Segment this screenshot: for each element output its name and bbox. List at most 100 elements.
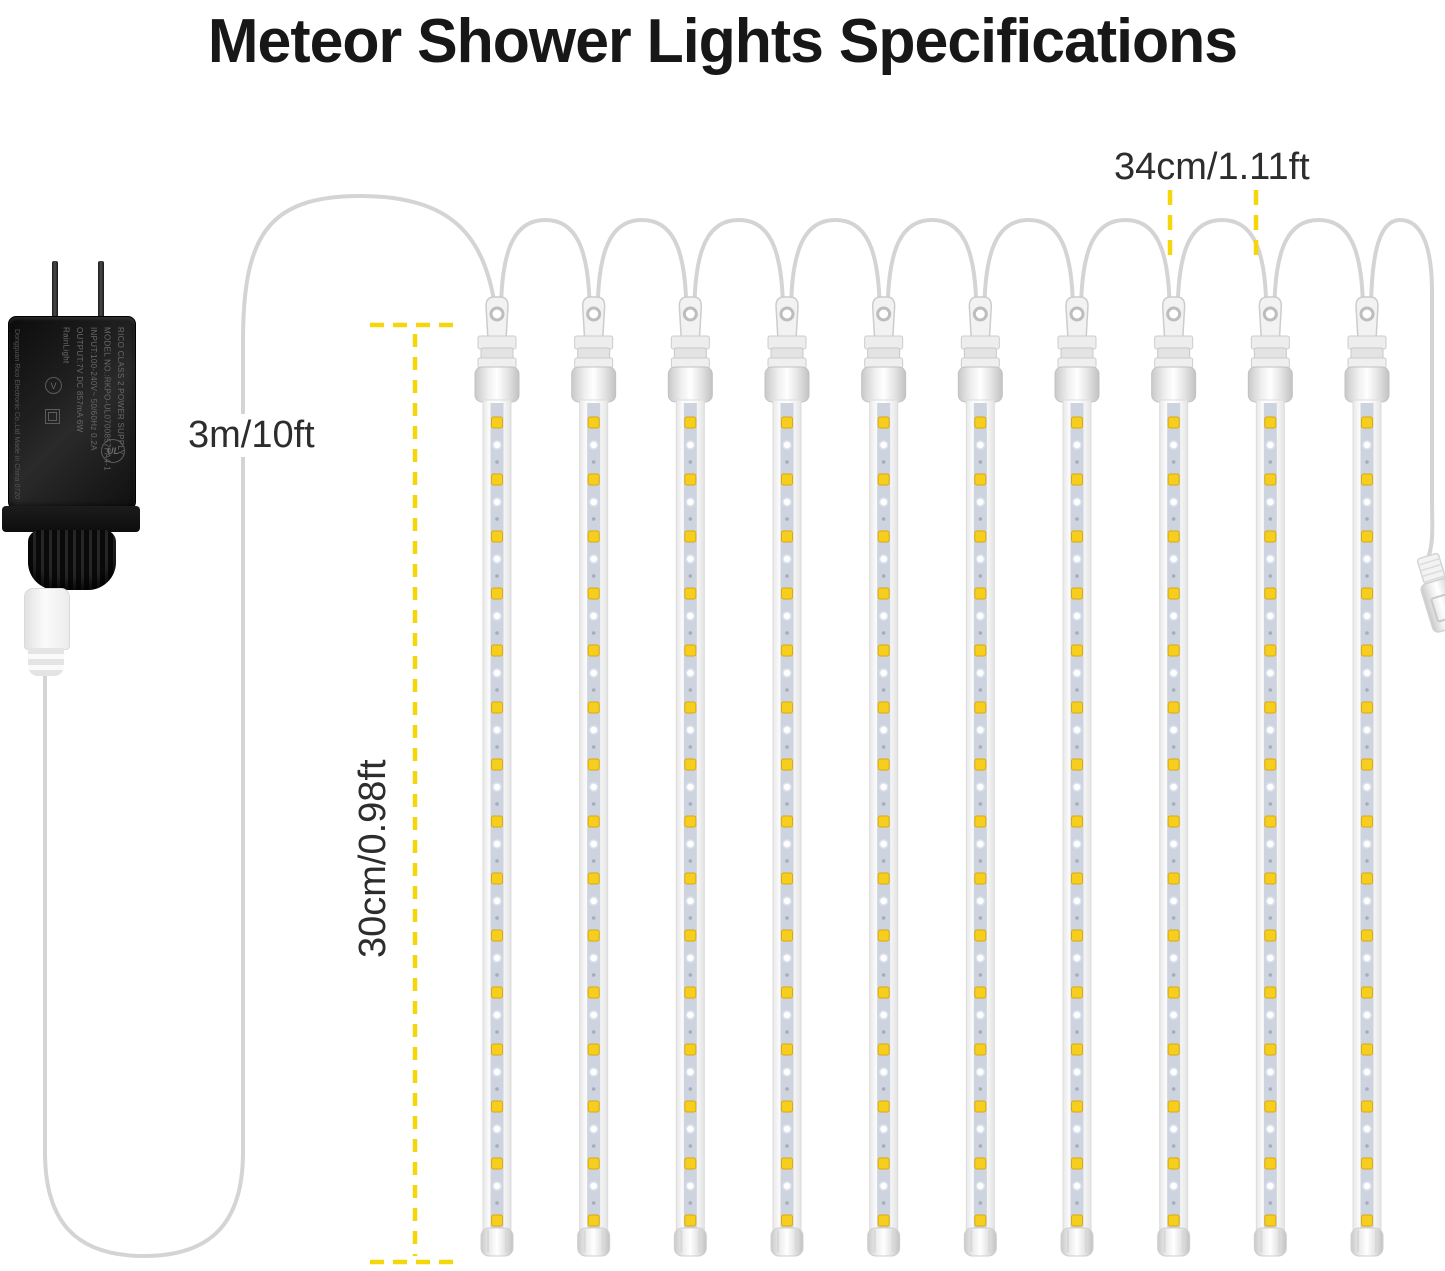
strip-dot [975,782,986,792]
led-chip [1361,1100,1373,1113]
strip-dot-small [1075,859,1079,863]
strip-dot [685,782,696,792]
led-chip [684,929,697,942]
led-chip [1361,872,1373,885]
strip-dot [878,611,889,621]
strip-dot-small [688,517,693,521]
strip-dot-small [1075,688,1079,692]
strip-dot [975,668,986,678]
strip-dot [492,725,502,735]
led-chip [684,473,697,486]
adapter-maker-print: Dongguan Rico Electronic Co.,Ltd Made in… [13,329,20,500]
strip-dot-small [591,859,596,863]
strip-dot [782,1124,792,1134]
strip-dot [782,1067,792,1077]
strip-dot [685,896,696,906]
strip-dot [492,782,502,792]
adapter-body: RICO CLASS 2 POWER SUPPLY MODEL NO.:RKPO… [8,316,136,510]
strip-dot [975,1124,986,1134]
strip-dot-small [1365,802,1369,806]
strip-dot [1168,839,1179,849]
led-chip [1264,1043,1277,1056]
strip-dot [492,839,502,849]
strip-dot [1265,896,1276,906]
strip-dot-small [495,1144,499,1148]
strip-dot [1265,554,1276,564]
strip-dot-small [881,973,886,977]
led-chip [1361,1157,1373,1170]
strip-dot [1265,1181,1276,1191]
strip-dot-small [978,1144,983,1148]
strip-dot-small [495,1087,499,1091]
tube-cap [764,366,810,403]
strip-dot-small [978,973,983,977]
strip-dot-small [1075,1201,1079,1205]
strip-dot [782,1181,792,1191]
strip-dot [1362,896,1372,906]
strip-dot-small [978,574,983,578]
strip-dot [685,725,696,735]
led-chip [1167,929,1180,942]
strip-dot [1168,1124,1179,1134]
strip-dot-small [978,688,983,692]
strip-dot [1072,1181,1082,1191]
strip-dot-small [1075,1144,1079,1148]
strip-dot-small [785,574,789,578]
strip-dot-small [688,631,693,635]
strip-dot-small [591,1030,596,1034]
strip-dot [492,611,502,621]
strip-dot [878,839,889,849]
led-chip [587,587,600,600]
strip-dot [685,440,696,450]
strip-dot [975,611,986,621]
led-chip [587,986,600,999]
strip-dot-small [495,745,499,749]
led-chip [684,1214,697,1227]
strip-dot [492,1124,502,1134]
led-chip [684,1100,697,1113]
strip-dot [975,554,986,564]
strip-dot [782,782,792,792]
strip-dot-small [1365,631,1369,635]
strip-dot-small [688,1087,693,1091]
strip-dot [975,953,986,963]
strip-dot-small [591,460,596,464]
hanging-hole [586,306,602,322]
led-chip [781,473,793,486]
strip-dot-small [881,1144,886,1148]
strip-dot [782,896,792,906]
hanging-hole [682,306,698,322]
strip-dot [878,497,889,507]
strip-dot [1072,440,1082,450]
led-chip [587,929,600,942]
light-tube [1344,296,1390,1257]
led-chip [877,1214,890,1227]
strip-dot-small [1171,973,1176,977]
strip-dot [975,497,986,507]
strip-dot [685,611,696,621]
strip-dot [1265,725,1276,735]
strip-dot-small [591,1201,596,1205]
led-chip [491,644,503,657]
strip-dot-small [495,574,499,578]
strip-dot-small [1365,973,1369,977]
led-chip [491,587,503,600]
tube-end-cap [1060,1227,1094,1257]
strip-dot-small [785,1201,789,1205]
strip-dot-small [1268,916,1273,920]
plug-prong-icon [52,261,58,323]
strip-dot [878,1067,889,1077]
led-chip [877,473,890,486]
strip-dot-small [978,859,983,863]
strip-dot-small [881,631,886,635]
strip-dot [1362,554,1372,564]
strip-dot [1072,725,1082,735]
led-chip [781,758,793,771]
led-chip [974,530,987,543]
tube-end-cap [867,1227,901,1257]
led-chip [491,1157,503,1170]
strip-dot [782,839,792,849]
led-chip [684,587,697,600]
strip-dot-small [591,1087,596,1091]
double-insulation-icon [45,409,60,424]
